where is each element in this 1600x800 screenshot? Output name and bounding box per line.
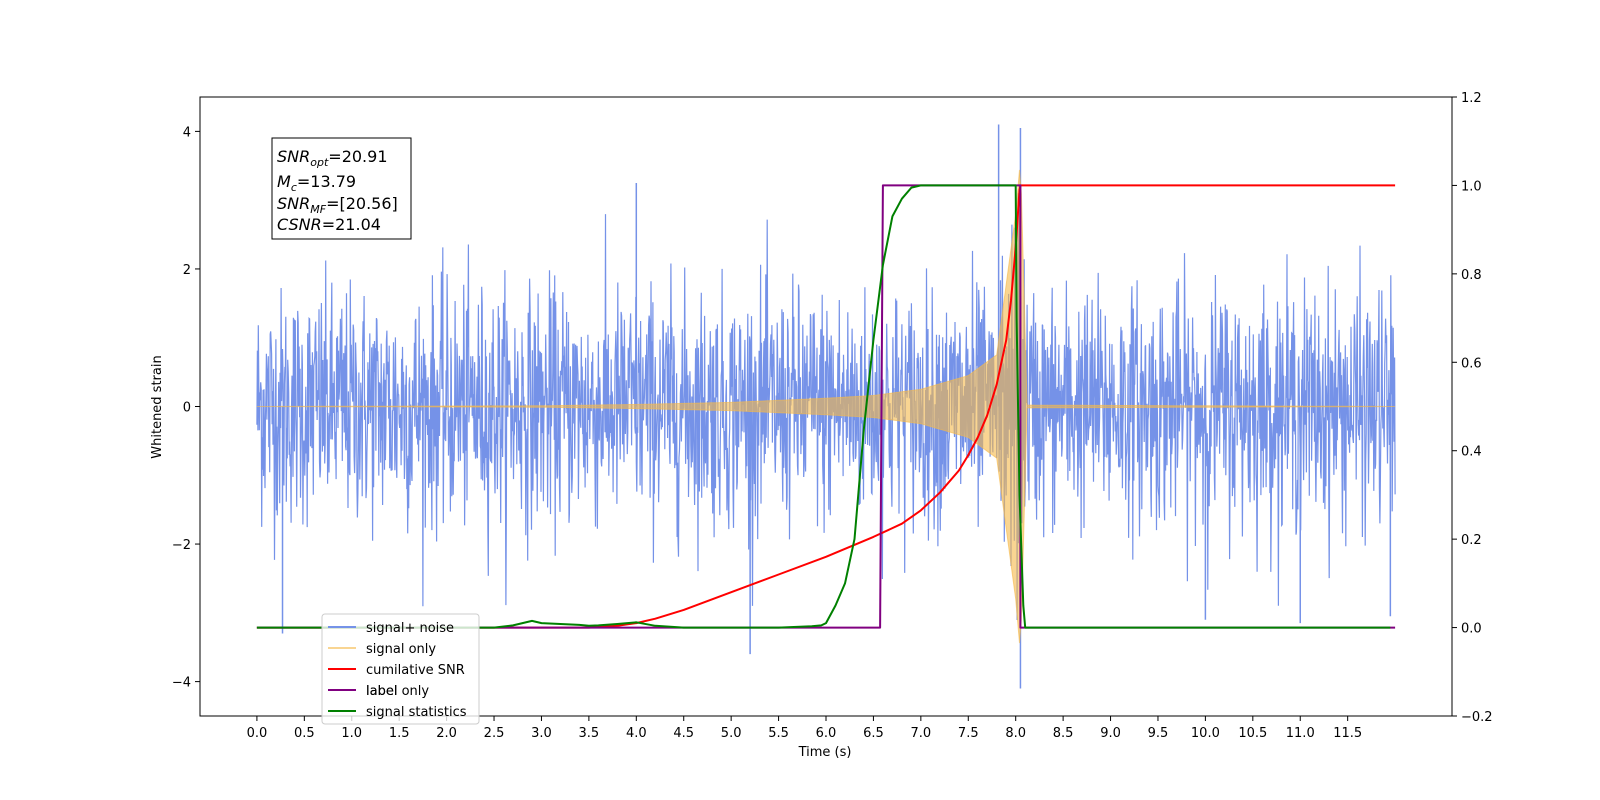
x-tick-label: 5.0 [721,726,742,741]
legend-frame [321,613,480,725]
y-tick-label: −2 [172,538,191,553]
series-signal-only [256,169,1396,644]
x-tick-label: 2.0 [436,726,457,741]
legend-label-signal-noise: signal+ noise [366,621,454,636]
x-axis: 0.0 0.5 1.0 1.5 2.0 2.5 3.0 3.5 4.0 4.5 5.0 5.5 6.0 6… [247,716,1362,741]
y2-tick-label: 1.0 [1461,179,1482,194]
series-signal-statistics [256,184,1391,629]
info-chirp-mass: Mc=13.79 [277,172,356,194]
y2-tick-label: −0.2 [1461,710,1493,725]
series-signal-noise [256,193,1396,621]
x-tick-label: 9.5 [1148,726,1169,741]
legend-label-signal-statistics: signal statistics [366,705,467,720]
info-box-frame [271,137,412,240]
x-tick-label: 1.5 [389,726,410,741]
legend-label-signal-only: signal only [366,642,436,657]
legend-label-hidden: label only [366,684,429,699]
y-axis-right: −0.2 0.0 0.2 0.4 0.6 0.8 1.0 1.2 [1452,91,1493,725]
y-axis-left: −4 −2 0 2 4 [172,125,200,691]
x-tick-label: 7.5 [958,726,979,741]
y2-tick-label: 1.2 [1461,91,1482,106]
x-tick-label: 4.0 [626,726,647,741]
y2-tick-label: 0.4 [1461,445,1482,460]
x-tick-label: 4.5 [673,726,694,741]
info-csnr: CSNR=21.04 [277,215,381,234]
x-tick-label: 0.0 [247,726,268,741]
x-tick-label: 7.0 [911,726,932,741]
y-tick-label: 4 [183,125,191,140]
x-tick-label: 3.0 [531,726,552,741]
legend: signal+ noise signal only cumilative SNR… [321,613,480,725]
x-axis-label: Time (s) [798,745,852,760]
y-tick-label: −4 [172,676,191,691]
x-tick-label: 6.5 [863,726,884,741]
y-tick-label: 0 [183,401,191,416]
x-tick-label: 9.0 [1100,726,1121,741]
x-tick-label: 0.5 [294,726,315,741]
y2-tick-label: 0.6 [1461,356,1482,371]
series-layer [256,124,1396,689]
x-tick-label: 1.0 [341,726,362,741]
x-tick-label: 10.0 [1191,726,1220,741]
x-tick-label: 11.5 [1333,726,1362,741]
info-box: SNRopt=20.91 Mc=13.79 SNRMF=[20.56] CSNR… [271,137,412,240]
info-snr-opt: SNRopt=20.91 [277,147,388,169]
legend-label-label: label [366,684,397,699]
y-tick-label: 2 [183,263,191,278]
info-snr-mf: SNRMF=[20.56] [277,194,398,216]
legend-label-cumulative-snr: cumilative SNR [366,663,465,678]
x-tick-label: 3.5 [579,726,600,741]
x-tick-label: 8.5 [1053,726,1074,741]
x-tick-label: 6.0 [816,726,837,741]
x-tick-label: 5.5 [768,726,789,741]
x-tick-label: 8.0 [1005,726,1026,741]
y2-tick-label: 0.2 [1461,533,1482,548]
y2-tick-label: 0.8 [1461,268,1482,283]
x-tick-label: 11.0 [1286,726,1315,741]
x-tick-label: 2.5 [484,726,505,741]
x-tick-label: 10.5 [1238,726,1267,741]
y-axis-label: Whitened strain [150,355,165,458]
y2-tick-label: 0.0 [1461,622,1482,637]
